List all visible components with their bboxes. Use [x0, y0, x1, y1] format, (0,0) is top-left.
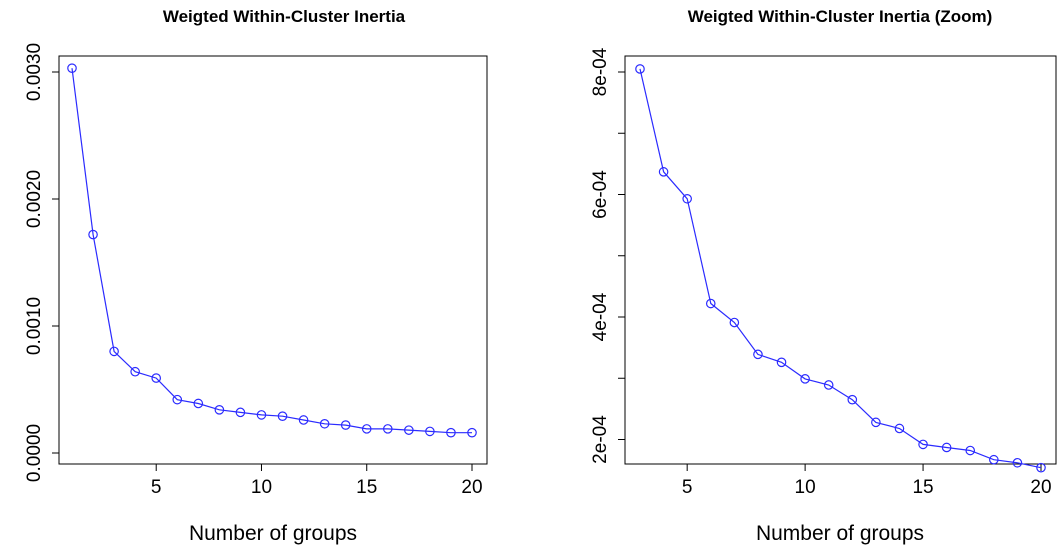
- x-tick-label: 10: [251, 477, 272, 498]
- data-point: [151, 373, 162, 383]
- data-point: [894, 423, 905, 434]
- chart-title: Weigted Within-Cluster Inertia: [163, 7, 406, 26]
- y-tick-label: 6e-04: [590, 170, 611, 219]
- data-point: [918, 439, 928, 450]
- data-point: [800, 374, 810, 384]
- series-group: [635, 64, 1046, 473]
- y-ticks: 2e-04 4e-04 6e-04 8e-04: [590, 47, 625, 464]
- x-tick-label: 15: [356, 477, 377, 498]
- data-point: [277, 411, 288, 421]
- data-point: [172, 394, 183, 405]
- data-point: [705, 298, 716, 309]
- series-line: [639, 68, 1042, 469]
- x-tick-label: 10: [795, 477, 816, 498]
- data-point: [753, 349, 763, 360]
- x-axis-label: Number of groups: [756, 522, 924, 545]
- x-tick-label: 15: [912, 477, 933, 498]
- data-point: [88, 229, 98, 240]
- series-group: [67, 63, 477, 438]
- data-point: [1012, 457, 1023, 468]
- data-point: [941, 442, 952, 453]
- data-point: [965, 445, 976, 456]
- data-point: [823, 380, 834, 390]
- data-point: [446, 427, 456, 438]
- data-point: [871, 417, 881, 428]
- x-axis-label: Number of groups: [189, 522, 357, 545]
- x-tick-label: 20: [461, 477, 482, 498]
- data-point: [1036, 462, 1046, 473]
- data-point: [130, 366, 140, 377]
- x-ticks: 5 10 15 20: [682, 464, 1052, 498]
- data-point: [776, 357, 787, 368]
- x-tick-label: 5: [682, 477, 693, 498]
- plot-frame: [58, 55, 488, 465]
- data-point: [635, 64, 645, 74]
- data-point: [382, 424, 393, 434]
- x-tick-label: 20: [1030, 477, 1051, 498]
- y-tick-label: 4e-04: [590, 292, 611, 341]
- y-tick-label: 0.0020: [24, 170, 45, 228]
- data-point: [298, 415, 309, 425]
- data-point: [729, 317, 740, 328]
- y-tick-label: 0.0000: [24, 424, 45, 482]
- data-point: [989, 454, 999, 465]
- y-ticks: 0.0000 0.0010 0.0020 0.0030: [24, 43, 59, 482]
- data-point: [340, 420, 351, 430]
- y-tick-label: 0.0030: [24, 43, 45, 101]
- data-point: [404, 425, 414, 435]
- data-point: [256, 410, 267, 420]
- chart-panel-inertia-zoom: Weigted Within-Cluster Inertia (Zoom) 5 1…: [590, 7, 1057, 545]
- data-point: [361, 424, 372, 434]
- data-point: [467, 427, 477, 438]
- series-line: [71, 68, 472, 434]
- x-tick-label: 5: [151, 477, 162, 498]
- data-point: [193, 398, 204, 409]
- chart-panel-inertia: Weigted Within-Cluster Inertia 5 10 15 20 0…: [24, 7, 488, 545]
- y-tick-label: 8e-04: [590, 47, 611, 96]
- data-point: [319, 418, 330, 429]
- y-tick-label: 2e-04: [590, 415, 611, 464]
- data-point: [109, 346, 119, 357]
- data-point: [214, 405, 225, 415]
- data-point: [235, 407, 246, 418]
- y-tick-label: 0.0010: [24, 297, 45, 355]
- data-point: [658, 167, 669, 177]
- plot-frame: [624, 55, 1057, 465]
- data-point: [847, 394, 858, 405]
- chart-title: Weigted Within-Cluster Inertia (Zoom): [688, 7, 993, 26]
- data-point: [682, 193, 692, 204]
- data-point: [67, 63, 77, 73]
- data-point: [425, 426, 435, 437]
- x-ticks: 5 10 15 20: [151, 464, 483, 498]
